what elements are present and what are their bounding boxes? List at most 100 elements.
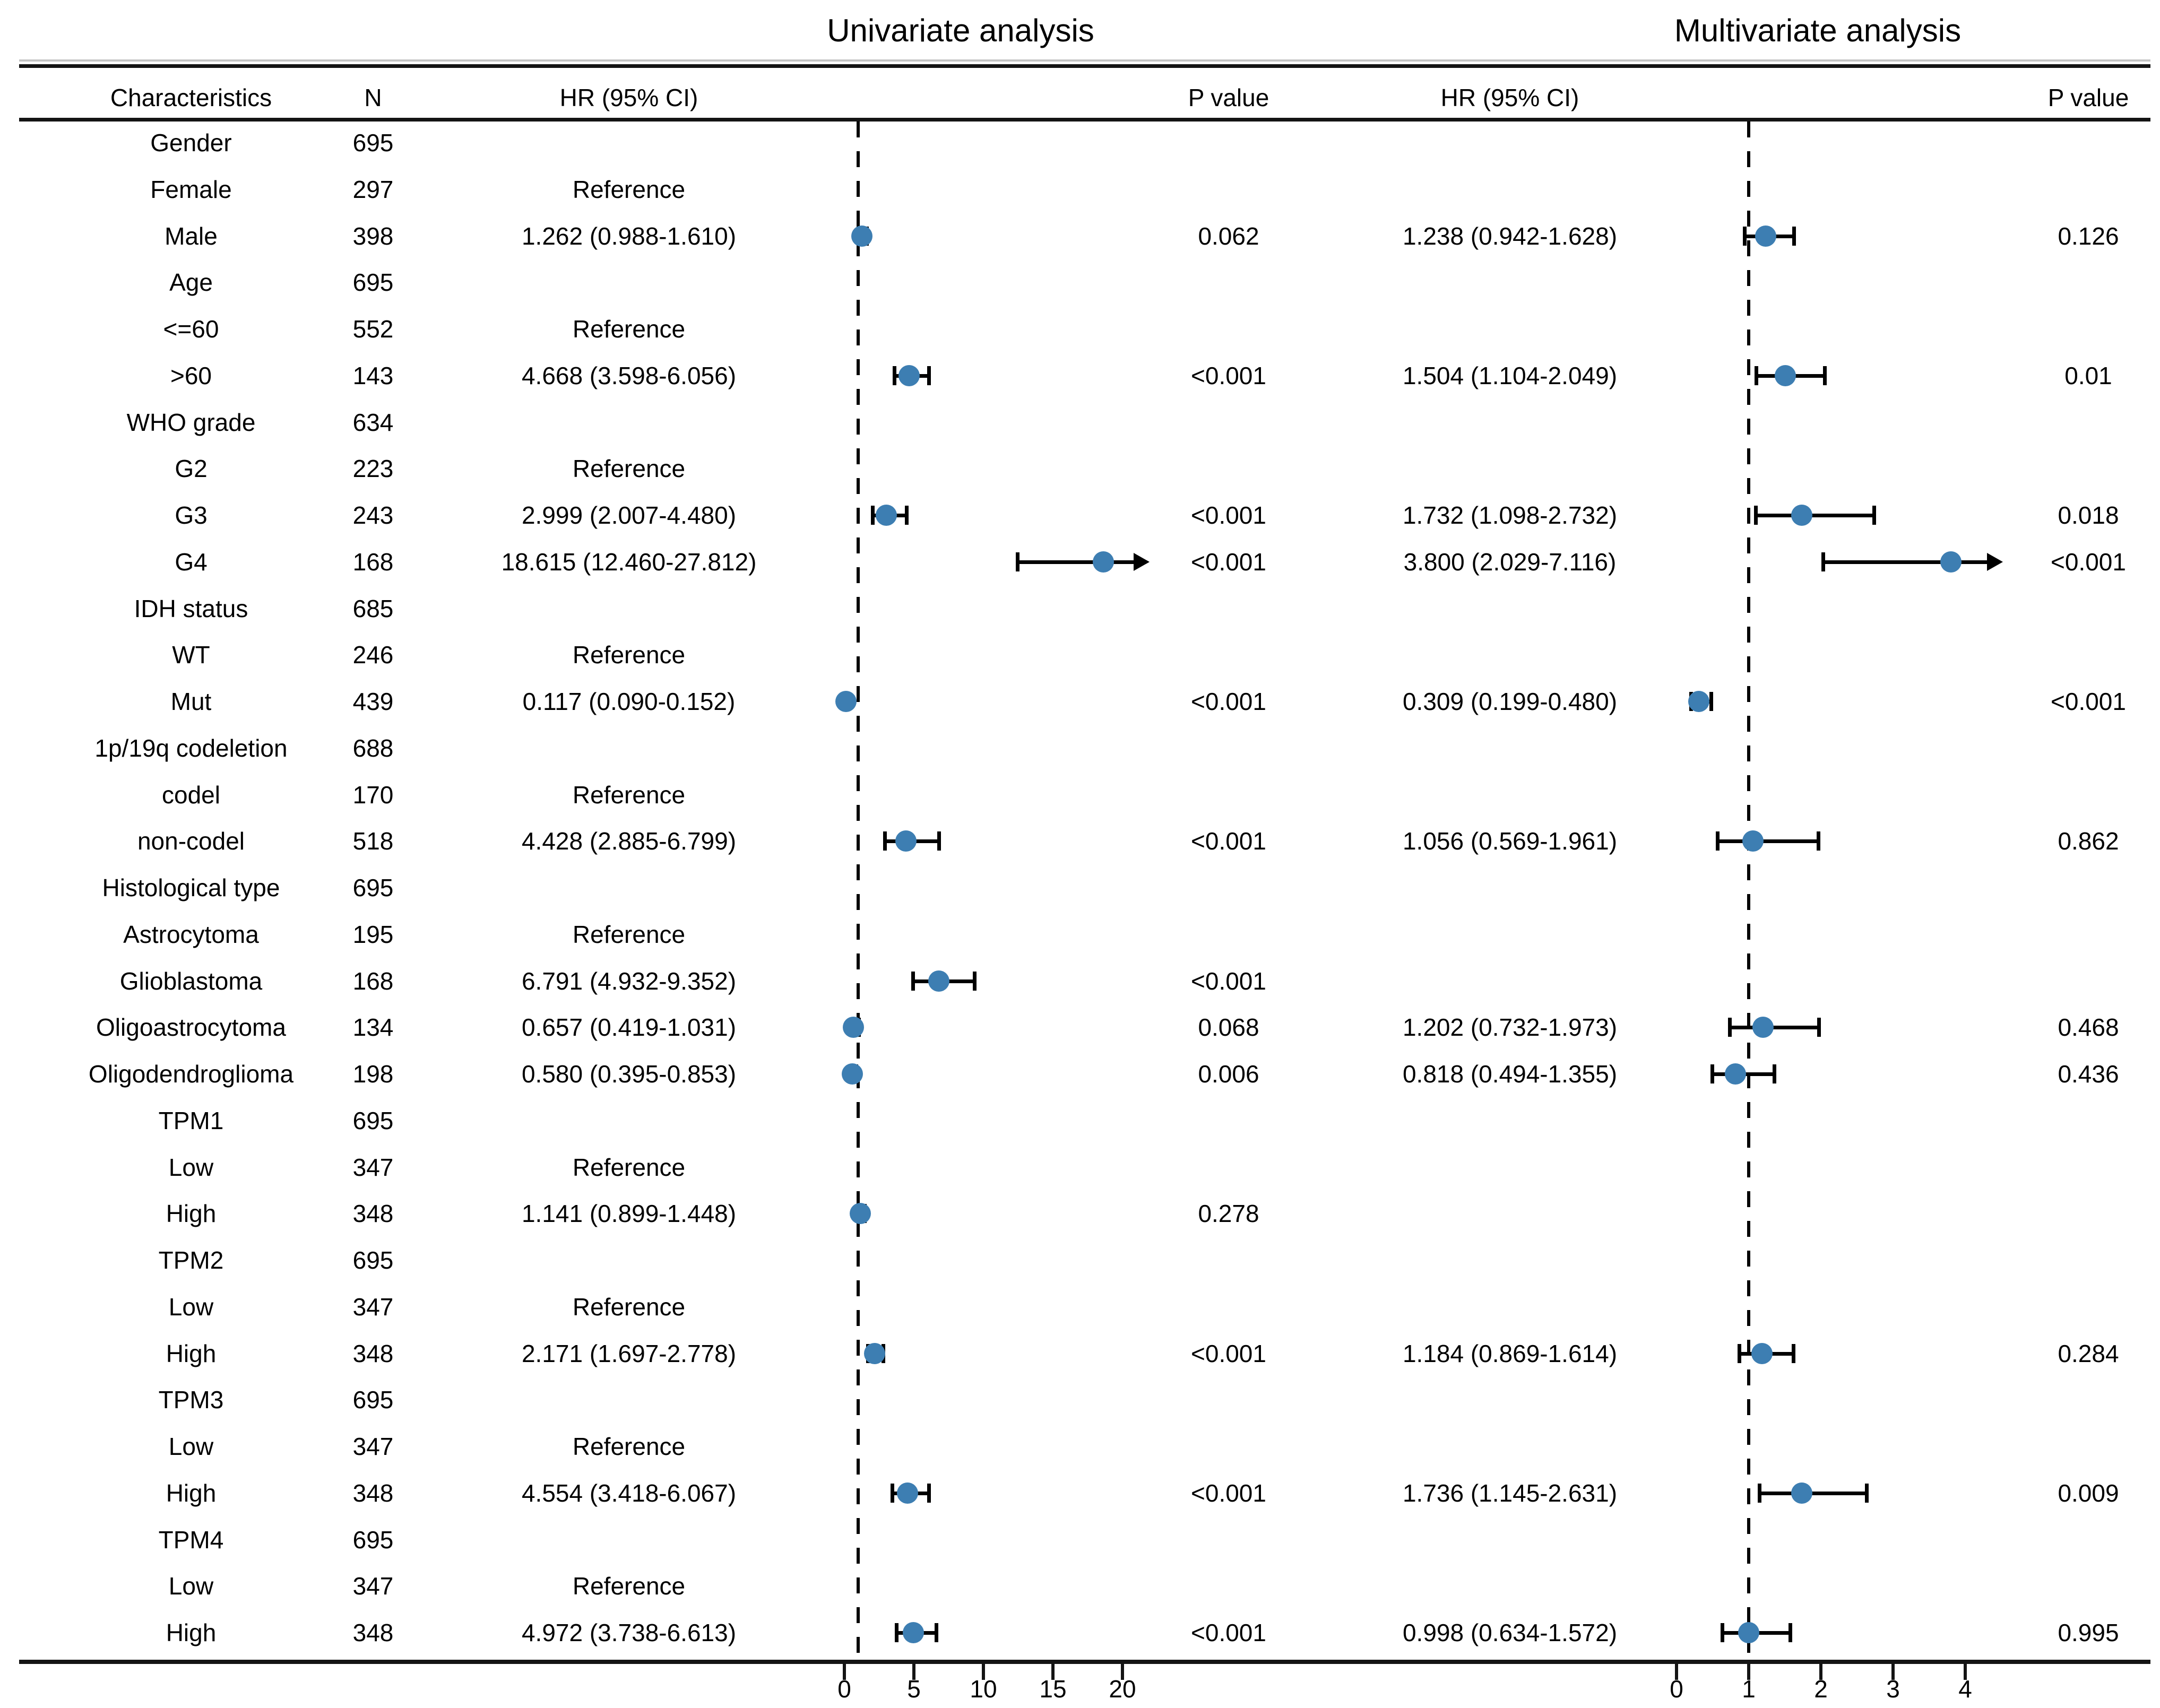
row-univariate-hr-text: 2.171 (1.697-2.778) bbox=[521, 1339, 737, 1367]
row-univariate-pvalue: 0.278 bbox=[1198, 1200, 1259, 1228]
uni-ci-cap-left bbox=[893, 366, 897, 385]
uni-hr-point bbox=[842, 1063, 863, 1085]
row-n-value: 518 bbox=[352, 827, 394, 855]
row-multivariate-pvalue: 0.009 bbox=[2058, 1479, 2119, 1507]
uni-ci-cap-right bbox=[905, 506, 909, 525]
uni-hr-point bbox=[843, 1017, 865, 1038]
row-characteristic-label: >60 bbox=[170, 361, 212, 389]
uni-ci-cap-right bbox=[935, 1623, 939, 1642]
row-multivariate-pvalue: <0.001 bbox=[2051, 548, 2126, 576]
row-characteristic-label: High bbox=[166, 1619, 217, 1646]
multi-ci-whisker bbox=[1822, 560, 1989, 564]
multi-axis-tick bbox=[1964, 1664, 1967, 1680]
uni-axis-tick bbox=[1051, 1664, 1055, 1680]
uni-ci-arrow-icon bbox=[1134, 552, 1150, 571]
multi-ci-cap-left bbox=[1754, 506, 1758, 525]
row-characteristic-label: G4 bbox=[175, 548, 208, 576]
row-multivariate-pvalue: 0.01 bbox=[2064, 361, 2112, 389]
multi-axis-tick-label: 4 bbox=[1958, 1675, 1972, 1703]
row-univariate-hr-text: 4.668 (3.598-6.056) bbox=[521, 361, 737, 389]
row-n-value: 695 bbox=[352, 1246, 394, 1274]
uni-axis-tick-label: 15 bbox=[1039, 1675, 1067, 1703]
row-univariate-pvalue: 0.062 bbox=[1198, 222, 1259, 250]
row-characteristic-label: TPM1 bbox=[158, 1106, 224, 1134]
row-characteristic-label: TPM2 bbox=[158, 1246, 224, 1274]
row-characteristic-label: <=60 bbox=[163, 315, 219, 343]
multi-ci-cap-right bbox=[1792, 226, 1796, 246]
multi-ci-cap-right bbox=[1822, 366, 1827, 385]
row-multivariate-hr-text: 1.504 (1.104-2.049) bbox=[1402, 361, 1618, 389]
row-n-value: 198 bbox=[352, 1060, 394, 1088]
header-univariate-pvalue: P value bbox=[1188, 84, 1269, 111]
row-characteristic-label: Low bbox=[168, 1293, 214, 1321]
multi-axis-tick-label: 3 bbox=[1886, 1675, 1900, 1703]
multi-ci-whisker bbox=[1759, 1491, 1867, 1495]
row-univariate-hr-text: Reference bbox=[572, 1293, 686, 1321]
multi-hr-point bbox=[1725, 1063, 1747, 1085]
multi-ci-cap-right bbox=[1872, 506, 1876, 525]
row-n-value: 348 bbox=[352, 1619, 394, 1646]
multi-ci-whisker bbox=[1756, 514, 1874, 517]
multi-axis-tick bbox=[1819, 1664, 1822, 1680]
row-univariate-hr-text: 4.428 (2.885-6.799) bbox=[521, 827, 737, 855]
uni-hr-point bbox=[835, 691, 857, 712]
row-n-value: 223 bbox=[352, 455, 394, 483]
row-multivariate-hr-text: 1.056 (0.569-1.961) bbox=[1402, 827, 1618, 855]
multi-hr-point bbox=[1688, 691, 1710, 712]
row-n-value: 695 bbox=[352, 268, 394, 297]
header-characteristics: Characteristics bbox=[110, 84, 272, 111]
row-characteristic-label: Mut bbox=[170, 688, 212, 715]
row-n-value: 695 bbox=[352, 1525, 394, 1554]
uni-hr-point bbox=[895, 830, 917, 852]
row-n-value: 695 bbox=[352, 129, 394, 157]
row-characteristic-label: Oligodendroglioma bbox=[88, 1060, 294, 1088]
multi-ci-cap-right bbox=[1791, 1343, 1795, 1363]
row-n-value: 297 bbox=[352, 175, 394, 203]
row-n-value: 170 bbox=[352, 781, 394, 809]
header-multivariate-hr: HR (95% CI) bbox=[1440, 84, 1579, 111]
multi-ci-cap-left bbox=[1743, 226, 1747, 246]
multi-axis-tick bbox=[1675, 1664, 1678, 1680]
row-characteristic-label: Histological type bbox=[102, 874, 280, 901]
uni-axis-tick-label: 5 bbox=[907, 1675, 921, 1703]
header-univariate-hr: HR (95% CI) bbox=[559, 84, 698, 111]
row-characteristic-label: non-codel bbox=[137, 827, 245, 855]
row-multivariate-hr-text: 1.202 (0.732-1.973) bbox=[1402, 1013, 1618, 1042]
multi-axis-tick-label: 2 bbox=[1814, 1675, 1828, 1703]
row-univariate-hr-text: 18.615 (12.460-27.812) bbox=[501, 548, 757, 576]
multi-ci-cap-right bbox=[1816, 831, 1820, 851]
multivariate-reference-line bbox=[1747, 122, 1750, 1660]
row-univariate-hr-text: 1.262 (0.988-1.610) bbox=[521, 222, 737, 250]
uni-hr-point bbox=[897, 1482, 919, 1504]
uni-axis-tick-label: 0 bbox=[837, 1675, 851, 1703]
row-n-value: 246 bbox=[352, 641, 394, 669]
row-univariate-hr-text: Reference bbox=[572, 641, 686, 669]
uni-ci-cap-right bbox=[937, 831, 941, 851]
row-univariate-pvalue: <0.001 bbox=[1191, 1479, 1266, 1507]
multi-hr-point bbox=[1755, 225, 1777, 247]
row-univariate-pvalue: <0.001 bbox=[1191, 688, 1266, 715]
multi-ci-whisker bbox=[1729, 1026, 1819, 1030]
row-n-value: 348 bbox=[352, 1200, 394, 1228]
row-multivariate-pvalue: 0.018 bbox=[2058, 501, 2119, 529]
row-characteristic-label: High bbox=[166, 1479, 217, 1507]
row-univariate-hr-text: Reference bbox=[572, 1433, 686, 1460]
row-n-value: 134 bbox=[352, 1013, 394, 1042]
row-characteristic-label: IDH status bbox=[134, 594, 248, 622]
row-characteristic-label: WHO grade bbox=[126, 408, 256, 436]
multi-ci-cap-right bbox=[1773, 1064, 1777, 1083]
multi-ci-cap-left bbox=[1738, 1343, 1742, 1363]
row-n-value: 347 bbox=[352, 1433, 394, 1460]
uni-axis-tick-label: 10 bbox=[970, 1675, 997, 1703]
top-rule-shadow bbox=[19, 59, 2150, 62]
multi-ci-cap-left bbox=[1716, 831, 1720, 851]
row-characteristic-label: TPM3 bbox=[158, 1386, 224, 1414]
uni-axis-tick bbox=[843, 1664, 846, 1680]
row-multivariate-pvalue: 0.436 bbox=[2058, 1060, 2119, 1088]
uni-axis-tick bbox=[912, 1664, 915, 1680]
row-n-value: 143 bbox=[352, 361, 394, 389]
row-univariate-hr-text: 4.972 (3.738-6.613) bbox=[521, 1619, 737, 1646]
row-n-value: 685 bbox=[352, 594, 394, 622]
row-n-value: 347 bbox=[352, 1572, 394, 1600]
row-univariate-hr-text: 0.657 (0.419-1.031) bbox=[521, 1013, 737, 1042]
